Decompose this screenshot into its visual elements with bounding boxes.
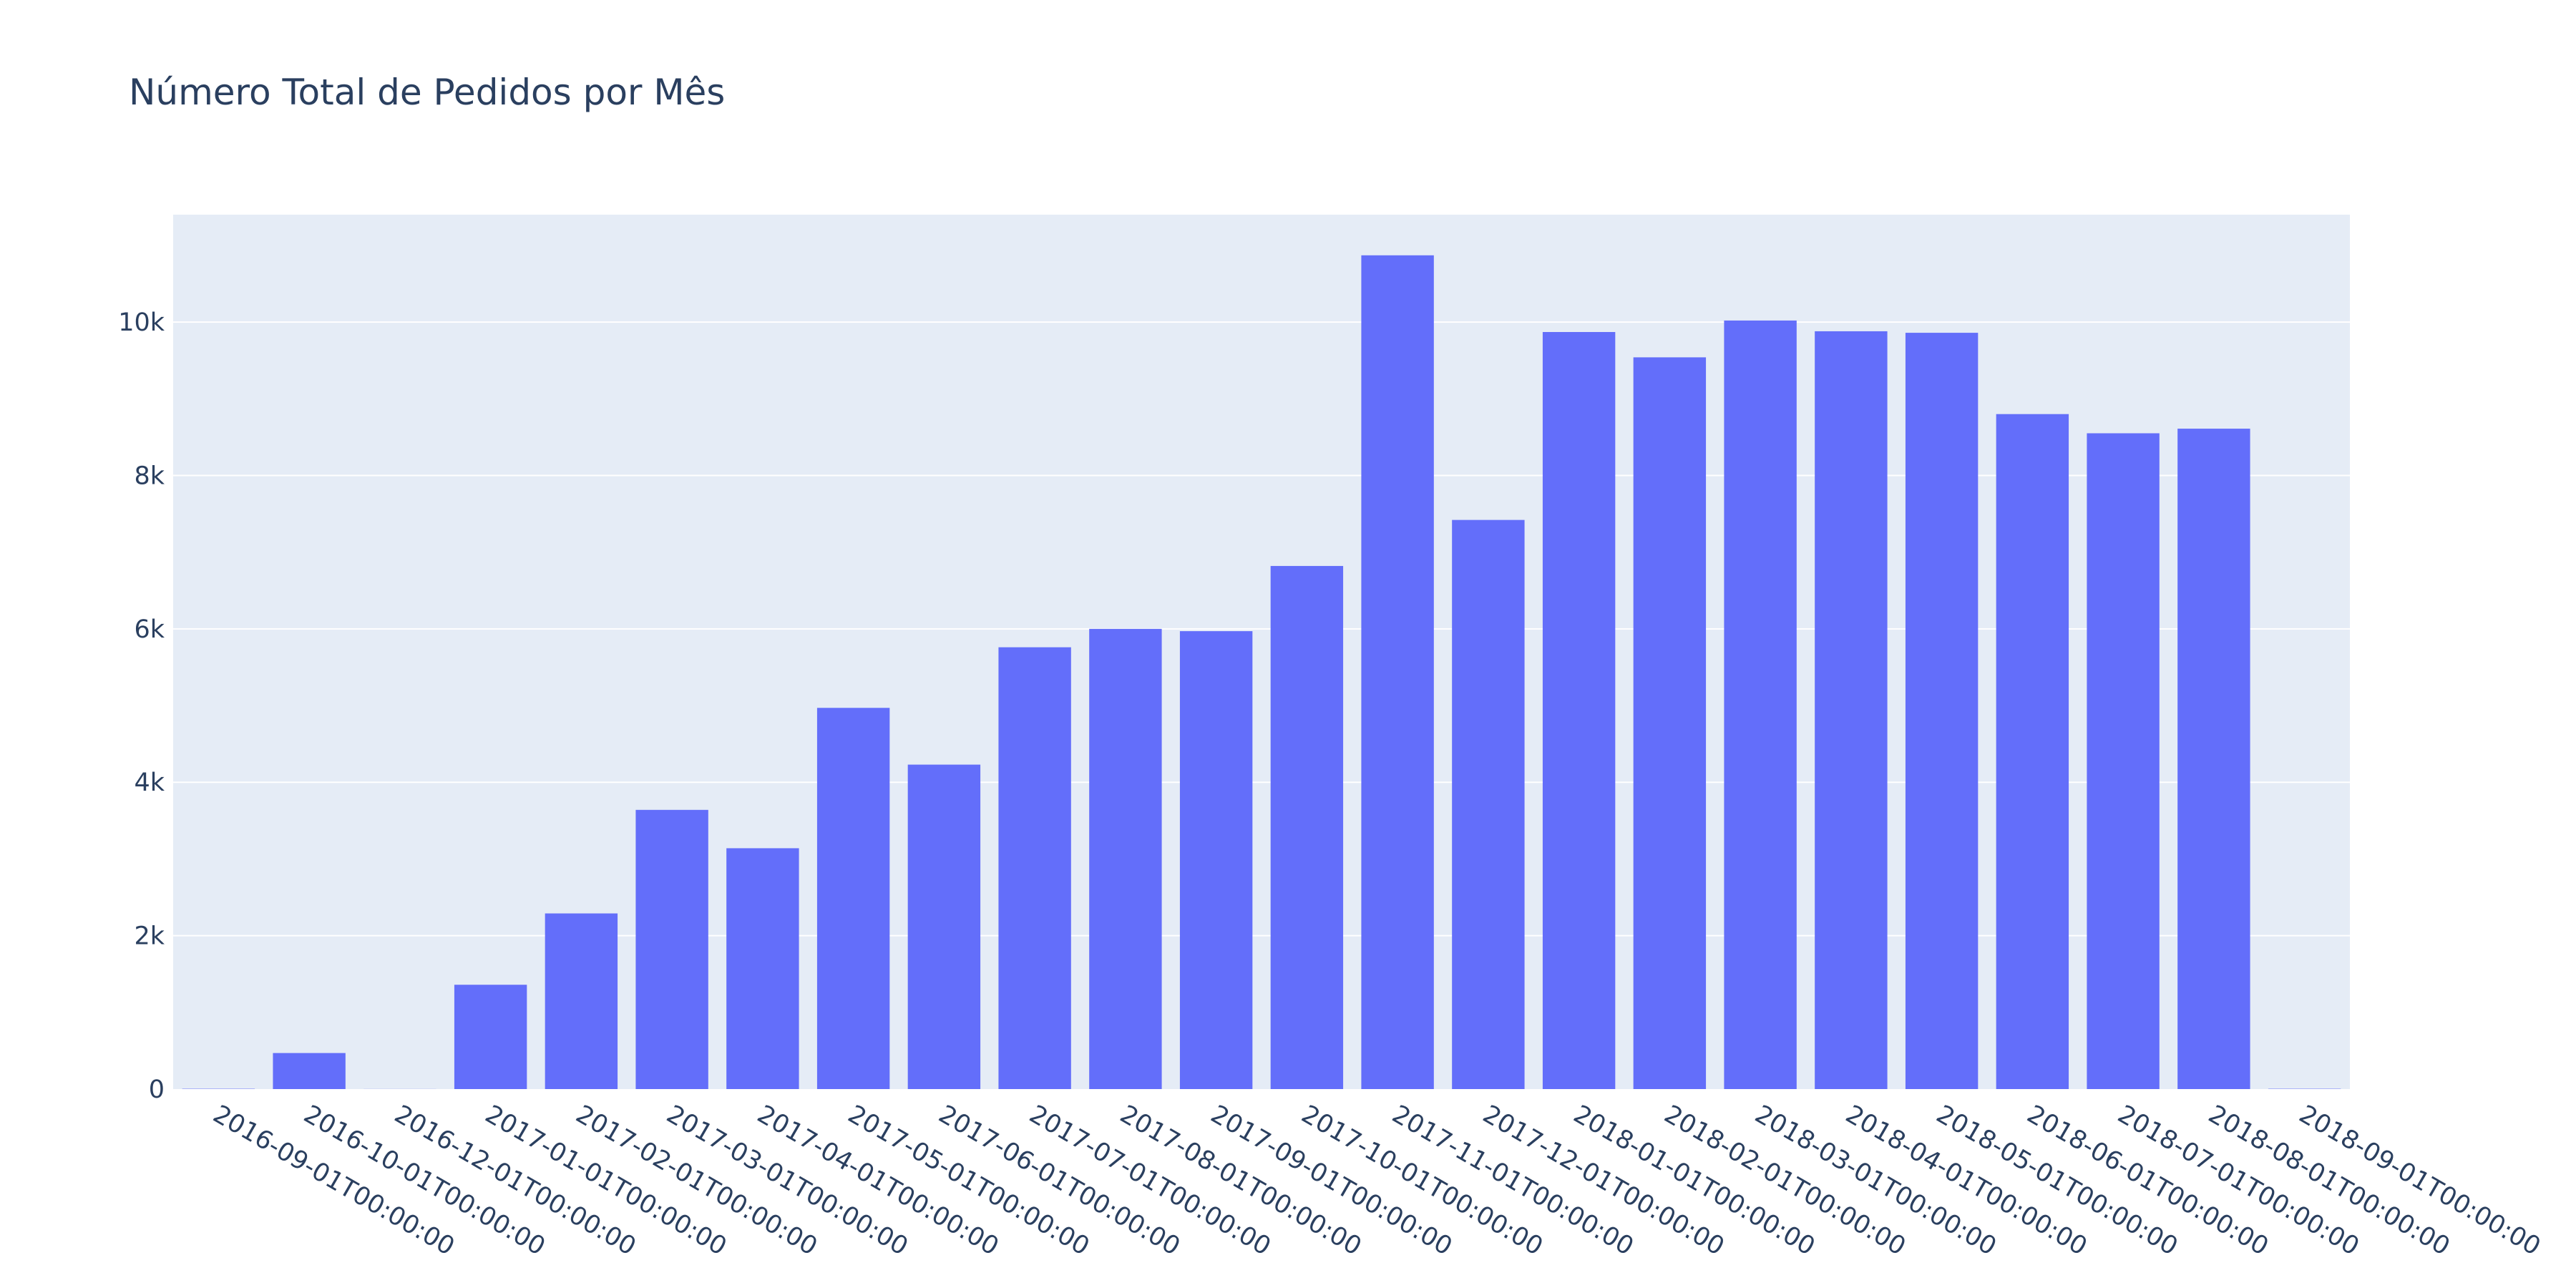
bar[interactable] [1996, 414, 2069, 1089]
bar[interactable] [2087, 433, 2160, 1090]
chart-title: Número Total de Pedidos por Mês [129, 72, 726, 113]
y-tick-label: 0 [149, 1075, 165, 1104]
bar[interactable] [1905, 333, 1979, 1090]
bar[interactable] [726, 848, 799, 1089]
bar[interactable] [635, 809, 708, 1089]
bar[interactable] [1815, 331, 1888, 1089]
plot-background [173, 215, 2350, 1089]
y-tick-label: 4k [134, 769, 165, 797]
bar[interactable] [545, 913, 618, 1089]
y-tick-label: 6k [134, 615, 165, 644]
x-axis-ticks: 2016-09-01T00:00:002016-10-01T00:00:0020… [208, 1100, 2545, 1262]
bar[interactable] [1633, 357, 1707, 1090]
bars [182, 255, 2341, 1090]
bar[interactable] [2177, 429, 2250, 1089]
bar[interactable] [273, 1053, 346, 1089]
bar[interactable] [907, 764, 981, 1089]
y-tick-label: 8k [134, 462, 165, 490]
bar[interactable] [1361, 255, 1434, 1090]
y-axis-ticks: 0 2k 4k 6k 8k 10k [118, 308, 165, 1104]
y-tick-label: 10k [118, 308, 165, 337]
bar[interactable] [816, 708, 890, 1089]
bar[interactable] [1270, 565, 1344, 1089]
bar[interactable] [1542, 332, 1616, 1089]
y-tick-label: 2k [134, 922, 165, 951]
bar[interactable] [1452, 519, 1525, 1089]
bar[interactable] [1724, 320, 1797, 1090]
bar[interactable] [1179, 631, 1253, 1089]
bar[interactable] [1089, 628, 1162, 1089]
gridlines [173, 321, 2350, 937]
bar[interactable] [998, 647, 1071, 1089]
bar[interactable] [454, 985, 527, 1089]
